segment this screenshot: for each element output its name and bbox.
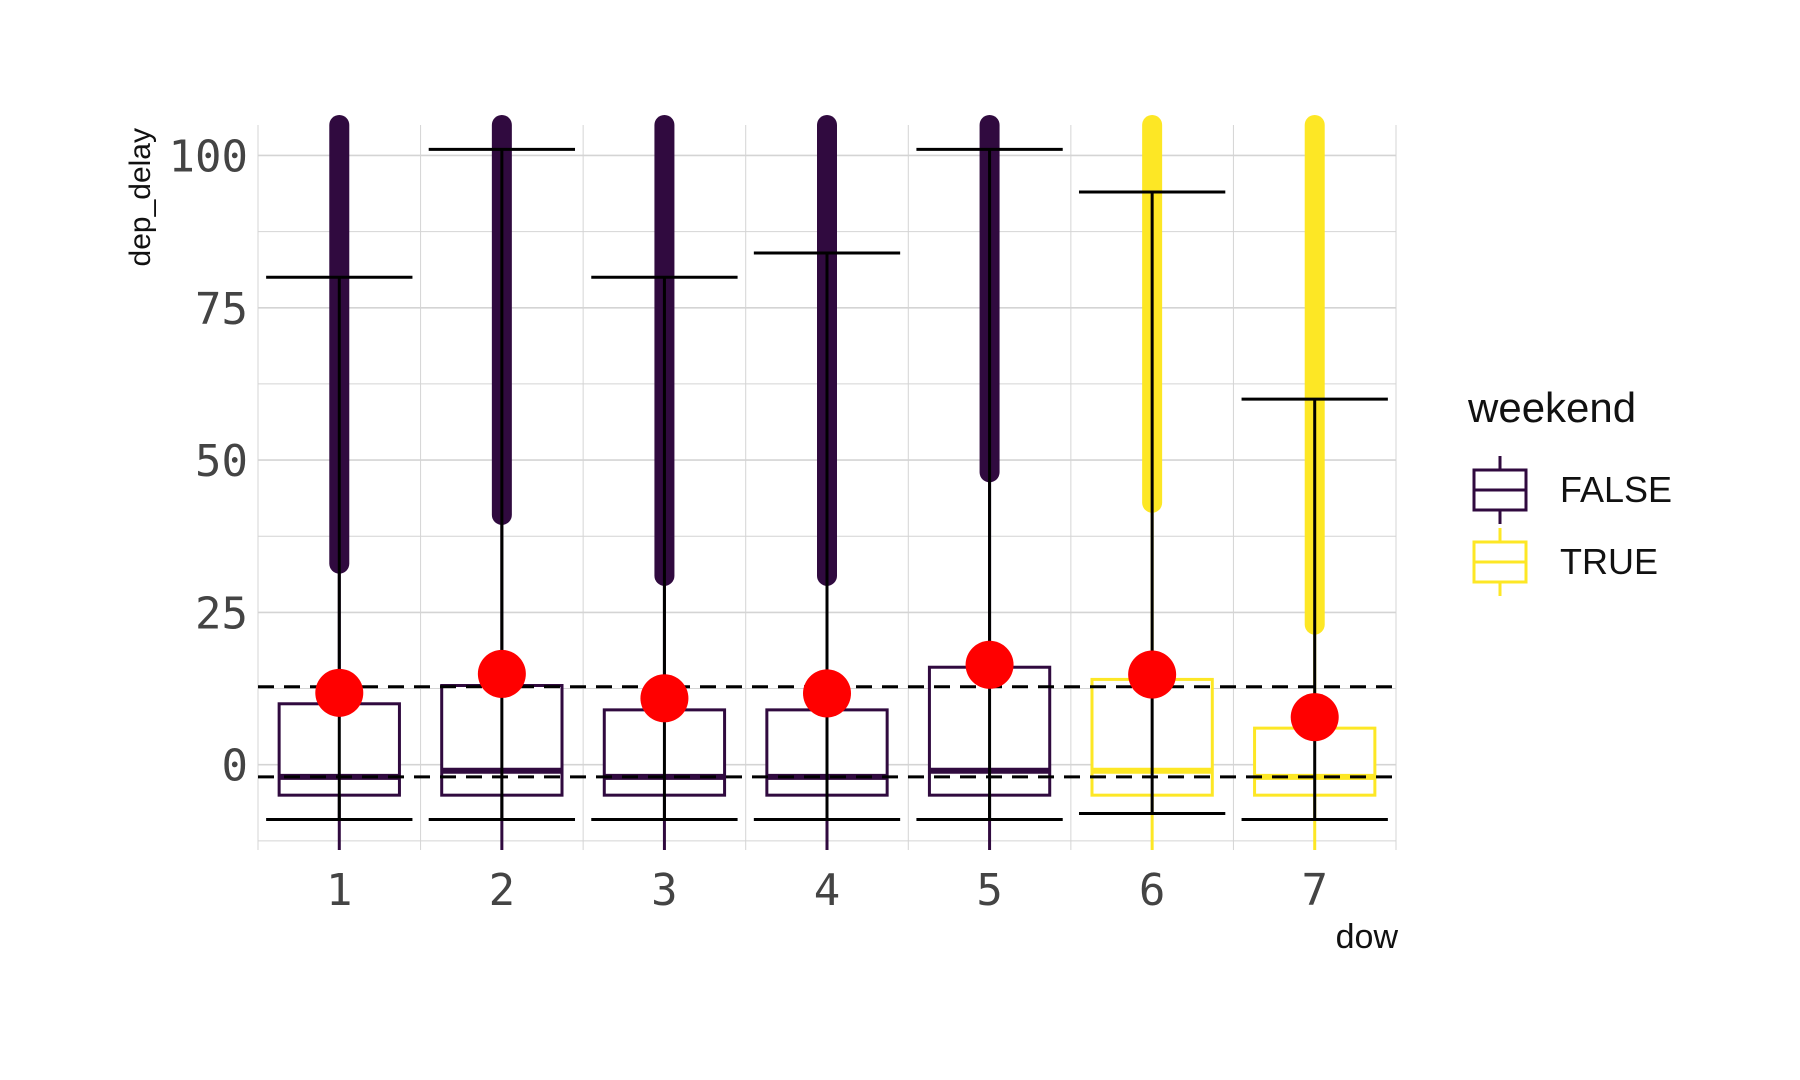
legend-label: FALSE <box>1560 469 1672 510</box>
y-tick-label: 50 <box>195 436 248 487</box>
y-tick-label: 25 <box>195 588 248 639</box>
reference-lines <box>258 685 1396 779</box>
x-tick-label: 4 <box>814 865 841 916</box>
mean-point <box>965 640 1014 689</box>
legend-title: weekend <box>1467 384 1636 431</box>
errorbars-layer <box>266 147 1388 822</box>
mean-point <box>803 669 851 718</box>
y-tick-label: 75 <box>195 284 248 335</box>
means-layer <box>315 640 1339 742</box>
x-tick-label: 5 <box>976 865 1003 916</box>
legend: weekend FALSE TRUE <box>1467 384 1672 596</box>
legend-label: TRUE <box>1560 541 1658 582</box>
y-axis-title: dep_delay <box>124 128 157 266</box>
y-tick-label: 100 <box>169 131 248 182</box>
x-tick-labels: 1 2 3 4 5 6 7 <box>326 865 1328 916</box>
x-axis-title: dow <box>1336 918 1399 956</box>
mean-point <box>1290 693 1339 742</box>
x-tick-label: 7 <box>1301 865 1328 916</box>
mean-point <box>1128 650 1177 699</box>
mean-point <box>315 668 364 717</box>
legend-keys: FALSE TRUE <box>1472 456 1672 596</box>
y-tick-labels: 0 25 50 75 100 <box>169 131 248 791</box>
mean-point <box>477 649 526 698</box>
mean-point <box>640 674 689 723</box>
x-tick-label: 2 <box>489 865 516 916</box>
x-tick-label: 1 <box>326 865 353 916</box>
y-tick-label: 0 <box>222 741 249 792</box>
x-tick-label: 6 <box>1139 865 1166 916</box>
x-tick-label: 3 <box>651 865 678 916</box>
